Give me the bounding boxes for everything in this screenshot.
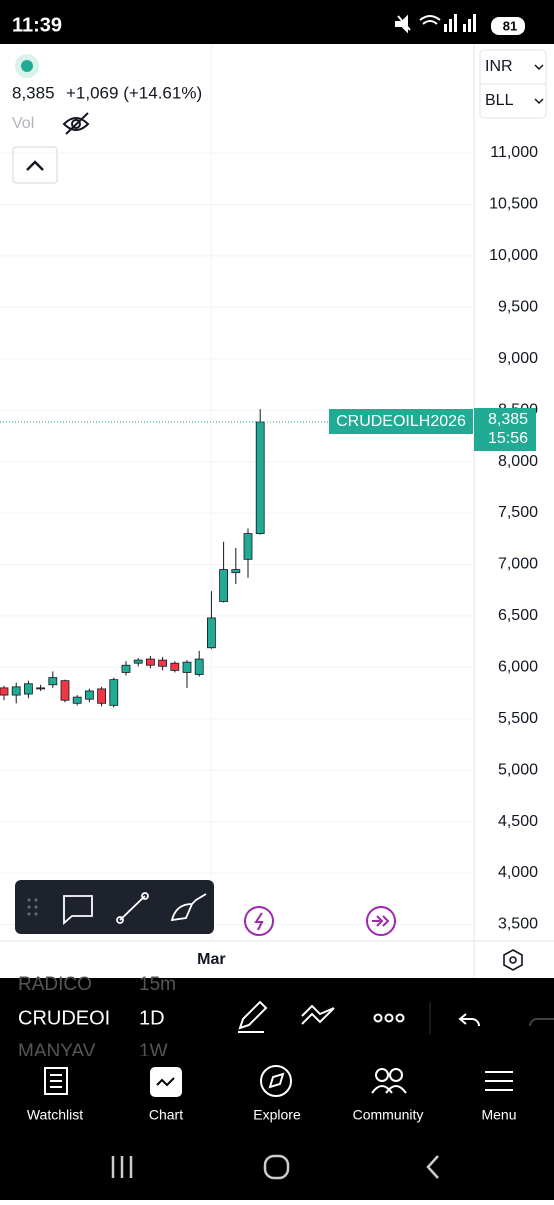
candle-body bbox=[0, 687, 9, 696]
clock: 11:39 bbox=[12, 14, 62, 36]
volume-label: Vol bbox=[12, 115, 34, 132]
nav-item[interactable]: Community bbox=[353, 1107, 424, 1123]
candle-body bbox=[158, 659, 168, 667]
candle-body bbox=[231, 569, 241, 574]
y-tick-label: 7,500 bbox=[498, 504, 538, 521]
collapse-icon bbox=[26, 160, 44, 171]
candle-body bbox=[133, 659, 143, 664]
nav-item[interactable]: Chart bbox=[149, 1107, 183, 1123]
interval-faded[interactable]: 15m bbox=[139, 974, 176, 995]
y-tick-label: 6,000 bbox=[498, 659, 538, 676]
settings-icon[interactable] bbox=[503, 949, 523, 971]
candle-body bbox=[11, 686, 21, 696]
y-tick-label: 11,000 bbox=[490, 144, 538, 161]
status-icons bbox=[395, 14, 525, 35]
nav-item[interactable]: Watchlist bbox=[27, 1107, 83, 1123]
symbol-faded[interactable]: RADICO bbox=[18, 974, 92, 995]
header-price: 8,385 bbox=[12, 83, 55, 102]
candle-body bbox=[182, 661, 192, 673]
nav-icons bbox=[44, 1065, 513, 1097]
candle-body bbox=[97, 688, 106, 704]
hide-volume-icon[interactable] bbox=[62, 112, 90, 135]
system-nav[interactable] bbox=[111, 1154, 439, 1180]
y-tick-label: 4,000 bbox=[498, 864, 538, 881]
toolbar-grip bbox=[27, 898, 38, 916]
bottom-nav bbox=[0, 1056, 554, 1200]
exchange: BLL bbox=[485, 92, 514, 109]
trendline-tool[interactable] bbox=[116, 892, 149, 924]
symbol[interactable]: CRUDEOI bbox=[18, 1007, 110, 1029]
price-label-box bbox=[474, 407, 536, 451]
collapse-button[interactable] bbox=[12, 146, 58, 184]
candle-body bbox=[170, 662, 180, 671]
candle-body bbox=[194, 658, 204, 675]
event-icons[interactable] bbox=[244, 906, 396, 936]
symbol-label-box bbox=[329, 408, 473, 434]
drawing-toolbar bbox=[15, 880, 214, 934]
status-dot bbox=[21, 60, 33, 72]
chart-tools[interactable] bbox=[238, 1000, 480, 1033]
redo-icon[interactable] bbox=[529, 1018, 554, 1027]
price-label: 8,385 bbox=[488, 411, 528, 428]
candle-body bbox=[60, 680, 70, 701]
candle-body bbox=[206, 617, 216, 649]
y-tick-label: 6,500 bbox=[498, 607, 538, 624]
candle-body bbox=[145, 658, 155, 666]
brush-tool[interactable] bbox=[170, 893, 207, 922]
symbol-label: CRUDEOILH2026 bbox=[336, 413, 466, 430]
y-tick-label: 9,000 bbox=[498, 350, 538, 367]
interval[interactable]: 1D bbox=[139, 1007, 165, 1029]
candle-body bbox=[23, 683, 33, 695]
candle-body bbox=[121, 664, 131, 673]
chart-nav-icon bbox=[156, 1077, 175, 1087]
y-tick-label: 10,500 bbox=[489, 196, 538, 213]
y-tick-label: 7,000 bbox=[498, 556, 538, 573]
y-tick-label: 5,000 bbox=[498, 761, 538, 778]
candle-body bbox=[85, 690, 94, 700]
dropdown-arrows bbox=[534, 64, 544, 105]
nav-item[interactable]: Explore bbox=[253, 1107, 301, 1123]
countdown-label: 15:56 bbox=[488, 430, 528, 447]
candle-body bbox=[36, 687, 45, 690]
candle-body bbox=[219, 569, 229, 602]
settings-icon-center bbox=[509, 956, 517, 964]
currency: INR bbox=[485, 58, 513, 75]
candle-body bbox=[72, 696, 82, 704]
y-tick-label: 4,500 bbox=[498, 813, 538, 830]
nav-item[interactable]: Menu bbox=[481, 1107, 516, 1123]
candle-body bbox=[255, 421, 265, 534]
y-tick-label: 9,500 bbox=[498, 299, 538, 316]
x-tick-label: Mar bbox=[197, 951, 225, 968]
candle-body bbox=[109, 679, 119, 706]
y-tick-label: 3,500 bbox=[498, 916, 538, 933]
status-bar bbox=[0, 0, 554, 44]
y-tick-label: 10,000 bbox=[489, 247, 538, 264]
callout-tool[interactable] bbox=[63, 895, 93, 925]
battery-level: 81 bbox=[503, 18, 517, 33]
header-change: +1,069 (+14.61%) bbox=[66, 83, 202, 102]
chart: 3,500 4,000 4,500 5,000 5,500 6,000 6,500 7,000… bbox=[0, 44, 538, 968]
y-tick-label: 8,000 bbox=[498, 453, 538, 470]
y-tick-label: 5,500 bbox=[498, 710, 538, 727]
candle-body bbox=[48, 677, 58, 686]
candle-body bbox=[243, 533, 253, 560]
chart-nav-active bbox=[150, 1067, 182, 1097]
